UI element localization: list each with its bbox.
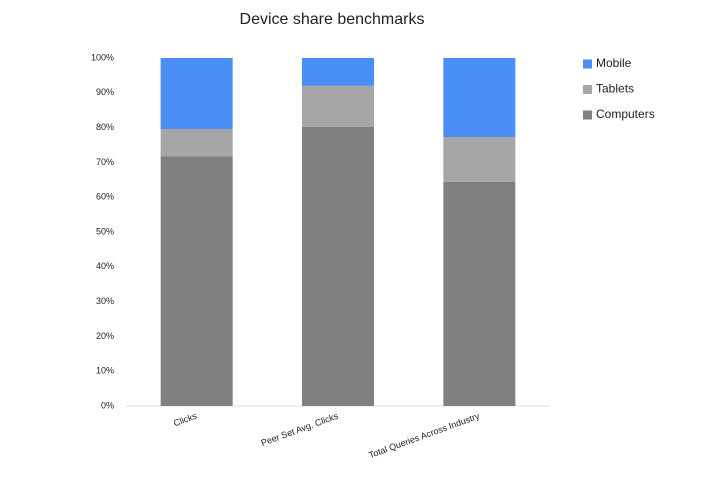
bar-segment xyxy=(302,58,374,86)
y-tick-label: 100% xyxy=(91,52,114,62)
y-tick-label: 10% xyxy=(96,366,114,376)
bar-segment xyxy=(443,58,516,137)
bar-segment xyxy=(302,126,374,407)
x-tick-label: Clicks xyxy=(172,411,198,429)
legend-label: Computers xyxy=(596,107,655,121)
legend-swatch xyxy=(583,59,592,69)
y-tick-label: 0% xyxy=(101,400,114,410)
y-tick-label: 40% xyxy=(96,261,114,271)
x-tick-label: Total Queries Across Industry xyxy=(367,411,481,461)
chart-title: Device share benchmarks xyxy=(240,11,425,28)
y-tick-label: 70% xyxy=(96,157,114,167)
bar-segment xyxy=(302,85,374,127)
y-tick-label: 20% xyxy=(96,331,114,341)
y-tick-label: 90% xyxy=(96,87,114,97)
y-tick-label: 50% xyxy=(96,226,114,236)
y-tick-label: 80% xyxy=(96,122,114,132)
bar-segment xyxy=(160,128,233,157)
bar-segment xyxy=(160,58,233,129)
y-tick-label: 30% xyxy=(96,296,114,306)
bar-segment xyxy=(443,181,516,406)
legend-swatch xyxy=(583,110,592,120)
legend-label: Mobile xyxy=(596,56,632,70)
legend-swatch xyxy=(583,85,592,94)
bar-segment xyxy=(160,156,233,406)
y-tick-label: 60% xyxy=(96,192,114,202)
x-tick-label: Peer Set Avg. Clicks xyxy=(260,411,340,448)
bar-segment xyxy=(443,136,516,182)
legend-label: Tablets xyxy=(596,82,634,96)
